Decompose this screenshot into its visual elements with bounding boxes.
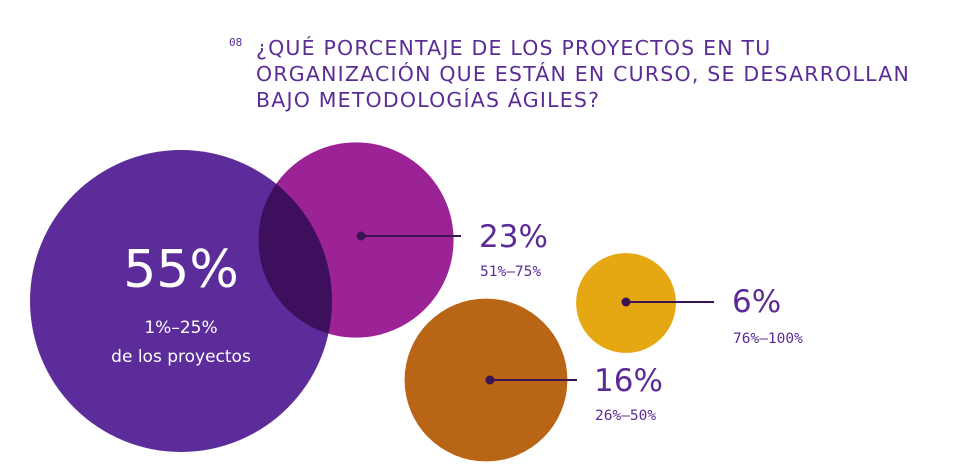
range-label: 51%–75% [480, 264, 541, 280]
value-label: 23% [479, 219, 548, 255]
value-label: 55% [123, 240, 239, 300]
range-label: 1%–25% [144, 318, 217, 338]
value-label: 6% [732, 284, 781, 320]
leader-dot [485, 375, 495, 385]
leader-dot [356, 231, 366, 241]
range-label: 76%–100% [733, 331, 803, 347]
chart-title: ¿QUÉ PORCENTAJE DE LOS PROYECTOS EN TU O… [256, 35, 976, 113]
question-number: 08 [229, 36, 243, 49]
bubble-1 [30, 150, 332, 452]
title-line: ORGANIZACIÓN QUE ESTÁN EN CURSO, SE DESA… [256, 62, 910, 86]
title-line: BAJO METODOLOGÍAS ÁGILES? [256, 88, 601, 112]
value-label: 16% [594, 363, 663, 399]
range-sublabel: de los proyectos [111, 347, 251, 367]
range-label: 26%–50% [595, 408, 656, 424]
leader-dot [621, 297, 631, 307]
title-line: ¿QUÉ PORCENTAJE DE LOS PROYECTOS EN TU [256, 36, 772, 60]
